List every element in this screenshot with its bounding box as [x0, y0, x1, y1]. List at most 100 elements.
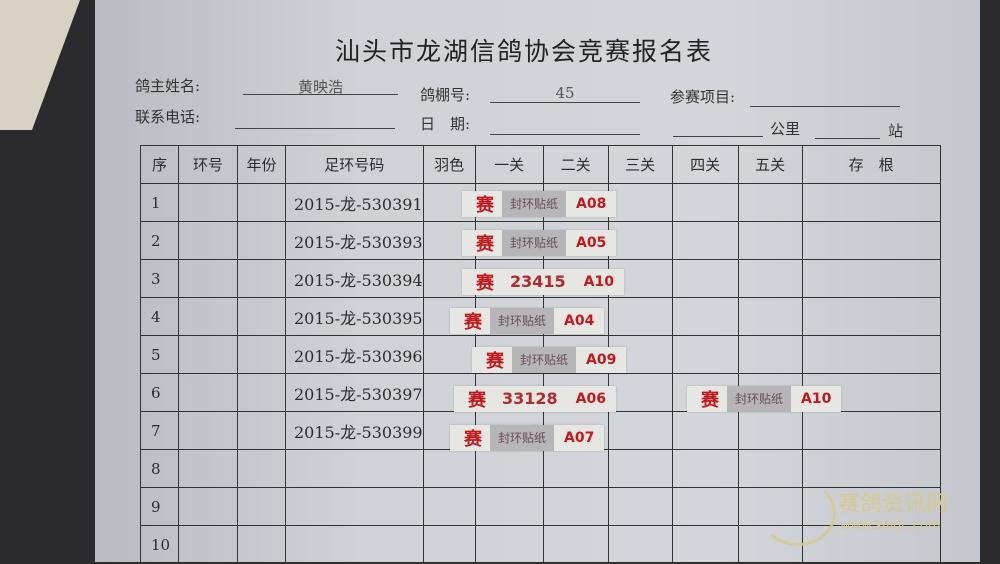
event-label: 参赛项目:	[670, 88, 736, 106]
table-cell[interactable]	[237, 449, 286, 488]
row-number[interactable]: 1	[140, 183, 179, 222]
table-cell[interactable]	[607, 411, 673, 450]
registration-form: 汕头市龙湖信鸽协会竞赛报名表 鸽主姓名: 黄映浩 鸽棚号: 45 参赛项目: 联…	[95, 0, 980, 564]
table-cell[interactable]	[178, 373, 238, 412]
seal-sticker: 赛封环贴纸 A05	[462, 230, 617, 256]
table-cell[interactable]	[178, 335, 238, 374]
table-cell[interactable]	[737, 183, 803, 222]
column-header: 足环号码	[285, 145, 424, 184]
sticker-code: A10	[801, 391, 832, 407]
sticker-code: A10	[583, 274, 614, 290]
ring-number[interactable]: 2015-龙-530391	[285, 183, 424, 222]
date-field[interactable]	[490, 116, 640, 135]
table-cell[interactable]	[474, 525, 544, 564]
loft-label: 鸽棚号:	[420, 86, 471, 104]
sai-stamp: 赛	[476, 234, 494, 255]
table-cell[interactable]	[178, 487, 238, 526]
table-cell[interactable]	[671, 259, 739, 298]
table-cell[interactable]	[671, 183, 739, 222]
row-number[interactable]: 2	[140, 221, 179, 260]
table-cell[interactable]	[737, 221, 803, 260]
table-cell[interactable]	[607, 183, 673, 222]
table-cell[interactable]	[671, 335, 739, 374]
table-cell[interactable]	[178, 259, 238, 298]
table-cell[interactable]	[607, 525, 673, 564]
seal-sticker: 赛封环贴纸 A08	[462, 191, 617, 217]
table-cell[interactable]	[178, 221, 238, 260]
ring-number[interactable]	[285, 449, 424, 488]
table-cell[interactable]	[237, 335, 286, 374]
table-cell[interactable]	[178, 449, 238, 488]
table-cell[interactable]	[237, 411, 286, 450]
table-cell[interactable]	[178, 297, 238, 336]
row-number[interactable]: 3	[140, 259, 179, 298]
sai-stamp: 赛	[476, 273, 494, 294]
table-cell[interactable]	[237, 221, 286, 260]
row-number[interactable]: 9	[140, 487, 179, 526]
ring-number[interactable]: 2015-龙-530393	[285, 221, 424, 260]
table-cell[interactable]	[801, 183, 941, 222]
row-number[interactable]: 8	[140, 449, 179, 488]
table-cell[interactable]	[237, 297, 286, 336]
station-field[interactable]	[815, 120, 880, 139]
ring-number[interactable]: 2015-龙-530396	[285, 335, 424, 374]
table-cell[interactable]	[178, 525, 238, 564]
owner-label: 鸽主姓名:	[135, 77, 201, 95]
table-cell[interactable]	[607, 449, 673, 488]
table-cell[interactable]	[422, 335, 476, 374]
table-cell[interactable]	[607, 297, 673, 336]
table-cell[interactable]	[237, 259, 286, 298]
table-cell[interactable]	[422, 487, 476, 526]
table-cell[interactable]	[237, 525, 286, 564]
event-field[interactable]	[750, 88, 900, 107]
table-cell[interactable]	[542, 449, 609, 488]
ring-number[interactable]	[285, 525, 424, 564]
sticker-label: 封环贴纸	[727, 386, 792, 412]
form-title: 汕头市龙湖信鸽协会竞赛报名表	[335, 37, 714, 66]
table-cell[interactable]	[542, 525, 609, 564]
table-cell[interactable]	[737, 335, 803, 374]
table-cell[interactable]	[671, 449, 739, 488]
table-cell[interactable]	[801, 335, 941, 374]
ring-number[interactable]: 2015-龙-530395	[285, 297, 424, 336]
table-cell[interactable]	[542, 487, 609, 526]
table-cell[interactable]	[422, 449, 476, 488]
row-number[interactable]: 7	[140, 411, 179, 450]
table-cell[interactable]	[671, 297, 739, 336]
table-cell[interactable]	[737, 297, 803, 336]
table-cell[interactable]	[237, 183, 286, 222]
table-cell[interactable]	[671, 221, 739, 260]
table-cell[interactable]	[671, 411, 739, 450]
owner-field[interactable]: 黄映浩	[243, 76, 398, 96]
table-cell[interactable]	[801, 259, 941, 298]
table-cell[interactable]	[801, 221, 941, 260]
row-number[interactable]: 5	[140, 335, 179, 374]
ring-number[interactable]: 2015-龙-530399	[285, 411, 424, 450]
table-cell[interactable]	[178, 183, 238, 222]
row-number[interactable]: 4	[140, 297, 179, 336]
table-cell[interactable]	[607, 487, 673, 526]
ring-number[interactable]	[285, 487, 424, 526]
table-cell[interactable]	[237, 487, 286, 526]
table-cell[interactable]	[474, 487, 544, 526]
table-cell[interactable]	[474, 449, 544, 488]
loft-field[interactable]: 45	[490, 84, 640, 103]
table-cell[interactable]	[737, 411, 803, 450]
table-cell[interactable]	[607, 373, 673, 412]
table-cell[interactable]	[737, 259, 803, 298]
row-number[interactable]: 10	[140, 525, 179, 564]
table-cell[interactable]	[801, 297, 941, 336]
row-number[interactable]: 6	[140, 373, 179, 412]
table-cell[interactable]	[801, 449, 941, 488]
table-cell[interactable]	[801, 411, 941, 450]
table-cell[interactable]	[178, 411, 238, 450]
table-cell[interactable]	[671, 525, 739, 564]
table-cell[interactable]	[422, 525, 476, 564]
table-cell[interactable]	[671, 487, 739, 526]
ring-number[interactable]: 2015-龙-530397	[285, 373, 424, 412]
distance-field[interactable]	[673, 118, 763, 137]
table-cell[interactable]	[607, 221, 673, 260]
table-cell[interactable]	[237, 373, 286, 412]
phone-field[interactable]	[235, 110, 395, 129]
ring-number[interactable]: 2015-龙-530394	[285, 259, 424, 298]
